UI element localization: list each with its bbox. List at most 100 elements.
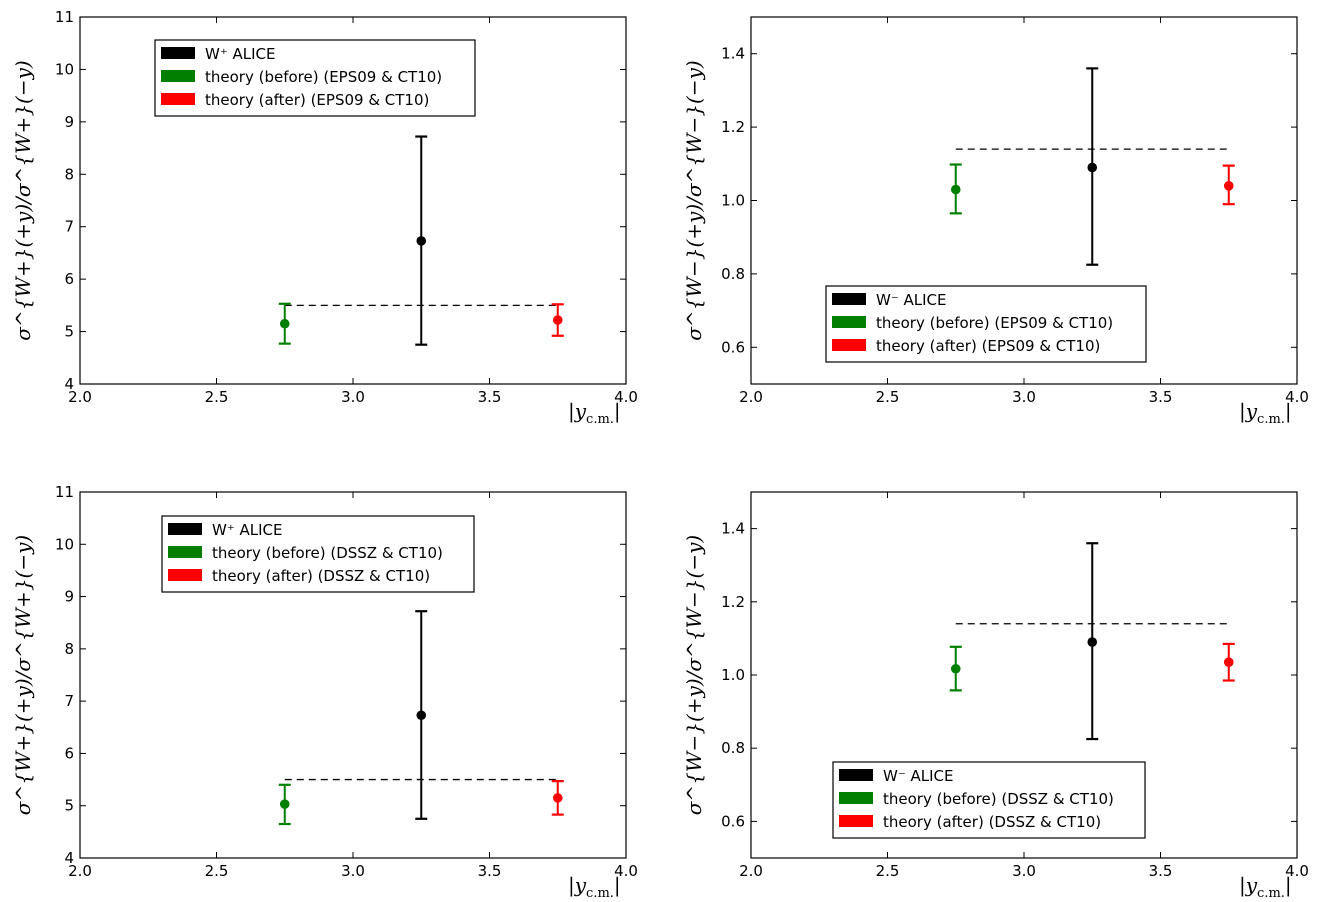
x-tick-label: 2.0 <box>68 862 92 880</box>
y-tick-label: 9 <box>64 113 74 131</box>
y-tick-label: 1.0 <box>721 192 745 210</box>
y-tick-label: 1.2 <box>721 118 745 136</box>
legend-box <box>832 761 1146 839</box>
data-point-after <box>552 315 563 325</box>
x-axis-label: |yc.m.| <box>1239 399 1292 427</box>
data-point-after <box>1223 181 1234 191</box>
y-axis-label: σ^{W−}(+y)/σ^{W−}(−y) <box>682 535 706 815</box>
x-tick-label: 3.0 <box>341 862 365 880</box>
legend-swatch-before <box>168 546 202 558</box>
x-tick-label: 3.0 <box>1012 862 1036 880</box>
y-tick-label: 9 <box>64 588 74 606</box>
x-axis-label: |yc.m.| <box>568 399 621 427</box>
y-tick-label: 6 <box>64 744 74 762</box>
x-tick-label: 2.0 <box>739 388 763 406</box>
legend-label-alice: W⁺ ALICE <box>212 521 283 539</box>
x-tick-label: 4.0 <box>1285 388 1309 406</box>
y-tick-label: 0.8 <box>721 739 745 757</box>
y-tick-label: 0.6 <box>721 812 745 830</box>
y-axis-label: σ^{W−}(+y)/σ^{W−}(−y) <box>682 60 706 340</box>
legend-label-before: theory (before) (DSSZ & CT10) <box>212 544 443 562</box>
legend: W⁺ ALICE theory (before) (EPS09 & CT10) th… <box>154 39 476 117</box>
y-axis-label: σ^{W+}(+y)/σ^{W+}(−y) <box>11 60 35 340</box>
y-tick-label: 1.4 <box>721 520 745 538</box>
legend-swatch-before <box>832 316 866 328</box>
data-point-after <box>552 793 563 803</box>
data-point-before <box>950 663 961 674</box>
y-tick-label: 8 <box>64 165 74 183</box>
data-point-alice <box>1087 637 1098 647</box>
legend-box <box>161 515 475 593</box>
chart-panel-bottom-right: 2.0 2.5 3.0 3.5 4.0 0.6 0.8 1.0 1.2 1.4 |yc.m.| σ^{… <box>682 491 1309 901</box>
legend-label-after: theory (after) (EPS09 & CT10) <box>205 91 429 109</box>
x-tick-label: 3.5 <box>1149 862 1173 880</box>
x-tick-label: 3.5 <box>1149 388 1173 406</box>
legend-swatch-alice <box>168 523 202 535</box>
x-tick-label: 4.0 <box>1285 862 1309 880</box>
y-tick-label: 5 <box>64 797 74 815</box>
x-tick-label: 2.5 <box>876 388 900 406</box>
y-tick-label: 7 <box>64 692 74 710</box>
x-axis-label: |yc.m.| <box>1239 873 1292 901</box>
legend-swatch-before <box>161 70 195 82</box>
x-axis-label: |yc.m.| <box>568 873 621 901</box>
x-tick-label: 3.5 <box>478 862 502 880</box>
data-point-alice <box>1087 162 1098 173</box>
chart-panel-top-left: 2.0 2.5 3.0 3.5 4.0 4 5 6 7 8 9 10 11 |yc.m.| σ^{W+}(+… <box>11 8 638 427</box>
y-tick-label: 0.6 <box>721 338 745 356</box>
x-tick-label: 4.0 <box>614 388 638 406</box>
legend-label-alice: W⁻ ALICE <box>876 291 947 309</box>
legend-label-alice: W⁺ ALICE <box>205 45 276 63</box>
y-tick-label: 1.0 <box>721 666 745 684</box>
y-tick-label: 5 <box>64 323 74 341</box>
legend-swatch-after <box>839 815 873 827</box>
legend-swatch-after <box>832 339 866 351</box>
x-tick-label: 3.0 <box>1012 388 1036 406</box>
y-tick-label: 11 <box>55 8 74 26</box>
legend-label-before: theory (before) (EPS09 & CT10) <box>205 68 442 86</box>
legend-swatch-before <box>839 792 873 804</box>
y-tick-label: 0.8 <box>721 265 745 283</box>
y-tick-label: 10 <box>55 60 74 78</box>
y-tick-label: 11 <box>55 483 74 501</box>
legend-swatch-after <box>168 569 202 581</box>
legend: W⁻ ALICE theory (before) (DSSZ & CT10) the… <box>832 761 1146 839</box>
legend-label-alice: W⁻ ALICE <box>883 767 954 785</box>
x-tick-label: 2.0 <box>68 388 92 406</box>
chart-panel-top-right: 2.0 2.5 3.0 3.5 4.0 0.6 0.8 1.0 1.2 1.4 |yc.m.| σ^{… <box>682 16 1309 427</box>
y-tick-label: 8 <box>64 640 74 658</box>
legend-label-before: theory (before) (EPS09 & CT10) <box>876 314 1113 332</box>
x-tick-label: 2.0 <box>739 862 763 880</box>
x-tick-label: 4.0 <box>614 862 638 880</box>
legend-swatch-alice <box>832 293 866 305</box>
y-tick-label: 4 <box>64 375 74 393</box>
x-tick-label: 2.5 <box>205 388 229 406</box>
legend-label-after: theory (after) (EPS09 & CT10) <box>876 337 1100 355</box>
legend: W⁻ ALICE theory (before) (EPS09 & CT10) th… <box>825 285 1147 363</box>
data-point-before <box>279 318 290 329</box>
legend-label-after: theory (after) (DSSZ & CT10) <box>883 813 1101 831</box>
x-tick-label: 2.5 <box>205 862 229 880</box>
x-tick-label: 3.5 <box>478 388 502 406</box>
y-tick-label: 4 <box>64 849 74 867</box>
legend-label-after: theory (after) (DSSZ & CT10) <box>212 567 430 585</box>
data-point-after <box>1223 657 1234 667</box>
data-point-before <box>279 799 290 809</box>
legend-swatch-after <box>161 93 195 105</box>
legend-label-before: theory (before) (DSSZ & CT10) <box>883 790 1114 808</box>
y-axis-label: σ^{W+}(+y)/σ^{W+}(−y) <box>11 535 35 815</box>
legend-box <box>154 39 476 117</box>
chart-panel-bottom-left: 2.0 2.5 3.0 3.5 4.0 4 5 6 7 8 9 10 11 |yc.m.| σ^{W+}(+… <box>11 483 638 901</box>
y-tick-label: 6 <box>64 270 74 288</box>
legend-box <box>825 285 1147 363</box>
y-tick-label: 10 <box>55 535 74 553</box>
x-tick-label: 3.0 <box>341 388 365 406</box>
x-tick-label: 2.5 <box>876 862 900 880</box>
data-point-before <box>950 184 961 195</box>
y-tick-label: 7 <box>64 218 74 236</box>
legend-swatch-alice <box>161 47 195 59</box>
legend: W⁺ ALICE theory (before) (DSSZ & CT10) the… <box>161 515 475 593</box>
y-tick-label: 1.4 <box>721 45 745 63</box>
data-point-alice <box>416 710 427 721</box>
